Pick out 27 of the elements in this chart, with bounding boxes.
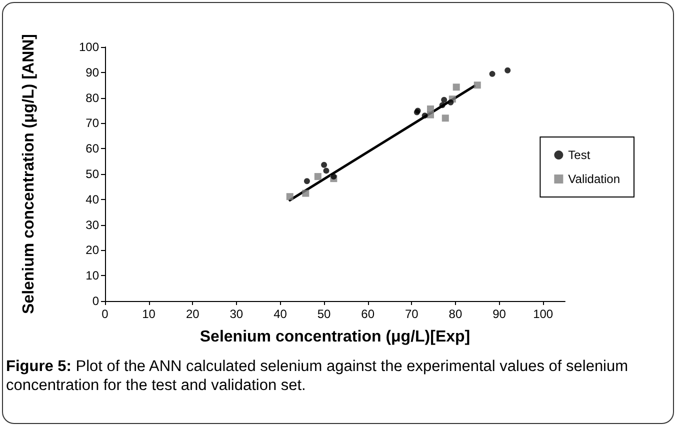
y-tick-label: 10 (86, 268, 100, 283)
x-tick-label: 0 (102, 307, 109, 321)
y-tick-label: 90 (86, 65, 100, 80)
y-tick-label: 100 (78, 40, 100, 54)
x-tick-label: 80 (448, 307, 462, 321)
x-axis-title: Selenium concentration (μg/L)[Exp] (200, 328, 470, 346)
x-tick-label: 50 (317, 307, 332, 321)
x-tick-label: 70 (404, 307, 419, 321)
y-tick-label: 0 (92, 294, 100, 308)
y-tick-label: 60 (86, 142, 100, 156)
y-tick-label: 30 (86, 218, 100, 232)
y-tick-label: 20 (86, 243, 100, 258)
x-tick-label: 30 (230, 307, 244, 321)
x-tick-label: 40 (274, 307, 288, 321)
y-tick-label: 40 (86, 192, 100, 206)
x-tick-label: 10 (142, 307, 156, 321)
x-tick-label: 100 (533, 307, 554, 321)
caption: Figure 5: Plot of the ANN calculated selenium against the experimental values of selenium concentration for the test and validation set. (6, 357, 630, 395)
y-tick-label: 70 (86, 116, 100, 130)
x-tick-label: 60 (361, 307, 375, 321)
y-axis-title: Selenium concentration (μg/L) [ANN] (20, 34, 38, 314)
x-tick-label: 90 (492, 307, 506, 321)
y-tick-label: 80 (86, 90, 100, 105)
y-tick-label: 50 (86, 167, 100, 181)
legend-label: Test (568, 148, 591, 162)
legend-label: Validation (568, 172, 620, 186)
x-tick-label: 20 (186, 307, 200, 321)
